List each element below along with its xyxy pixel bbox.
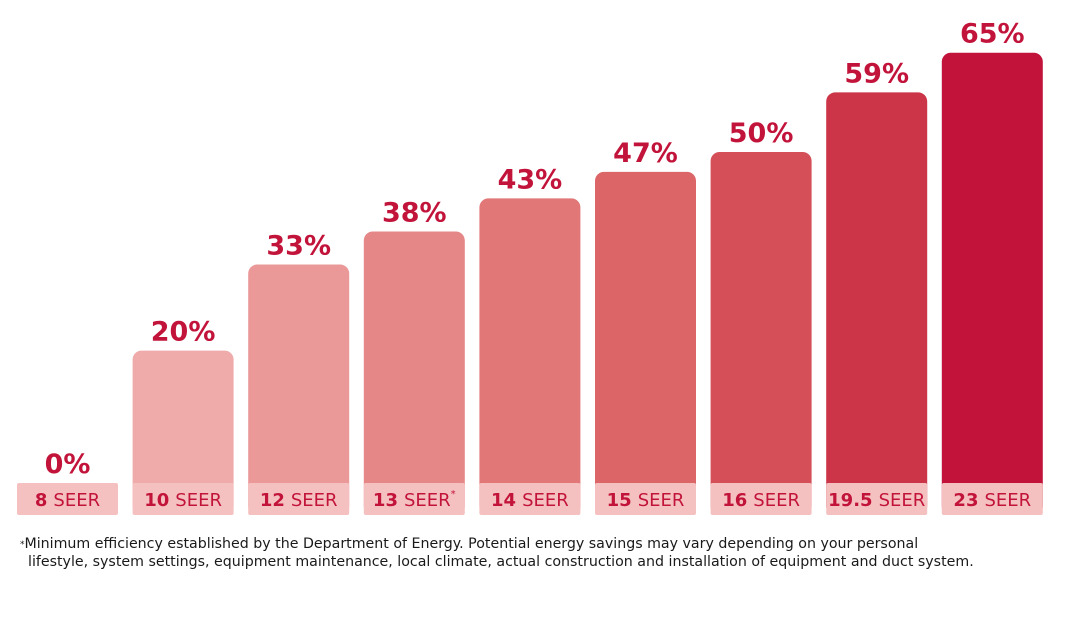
seer-label-number-7: 19.5 <box>828 490 872 511</box>
value-label-0: 0% <box>45 449 91 480</box>
seer-label-unit-0: SEER <box>53 490 100 511</box>
value-label-3: 38% <box>382 197 447 228</box>
seer-label-unit-6: SEER <box>753 490 800 511</box>
seer-label-6: 16 SEER <box>722 490 800 511</box>
footnote-line-1: Minimum efficiency established by the De… <box>24 536 919 552</box>
seer-label-unit-2: SEER <box>291 490 338 511</box>
seer-label-0: 8 SEER <box>35 490 100 511</box>
value-label-6: 50% <box>729 118 794 149</box>
seer-label-number-8: 23 <box>953 490 978 511</box>
seer-label-number-5: 15 <box>607 490 632 511</box>
seer-label-box-1 <box>132 483 234 515</box>
footnote: *Minimum efficiency established by the D… <box>20 535 1065 571</box>
seer-label-8: 23 SEER <box>953 490 1031 511</box>
value-label-7: 59% <box>844 58 909 89</box>
bar-2 <box>248 264 350 515</box>
bar-5 <box>595 171 696 516</box>
seer-label-box-6 <box>710 483 812 515</box>
seer-label-box-3 <box>363 483 465 515</box>
seer-label-number-4: 14 <box>491 490 516 511</box>
seer-label-box-8 <box>941 483 1043 515</box>
seer-label-mark-3: * <box>451 489 456 500</box>
seer-label-number-1: 10 <box>144 490 169 511</box>
bar-8 <box>941 52 1043 515</box>
value-label-5: 47% <box>613 138 678 169</box>
seer-label-unit-3: SEER <box>404 490 451 511</box>
bar-4 <box>479 198 581 515</box>
seer-label-3: 13 SEER* <box>373 489 456 511</box>
seer-label-unit-5: SEER <box>638 490 685 511</box>
bar-3 <box>363 231 465 515</box>
footnote-asterisk: * <box>20 540 25 550</box>
value-label-2: 33% <box>266 231 331 262</box>
seer-label-7: 19.5 SEER <box>828 490 925 511</box>
seer-label-number-3: 13 <box>373 490 398 511</box>
seer-label-5: 15 SEER <box>607 490 685 511</box>
seer-label-1: 10 SEER <box>144 490 222 511</box>
seer-label-unit-8: SEER <box>984 490 1031 511</box>
bar-1 <box>132 350 234 515</box>
seer-label-unit-7: SEER <box>879 490 926 511</box>
value-label-4: 43% <box>498 164 563 195</box>
bar-7 <box>826 92 928 516</box>
seer-label-box-2 <box>248 483 350 515</box>
seer-label-unit-4: SEER <box>522 490 569 511</box>
seer-label-unit-1: SEER <box>175 490 222 511</box>
footnote-line-2: lifestyle, system settings, equipment ma… <box>28 554 974 570</box>
seer-label-box-7 <box>826 483 928 515</box>
seer-label-box-0 <box>17 483 118 515</box>
seer-label-number-0: 8 <box>35 490 48 511</box>
seer-label-box-4 <box>479 483 581 515</box>
seer-label-number-2: 12 <box>260 490 285 511</box>
seer-label-4: 14 SEER <box>491 490 569 511</box>
value-label-1: 20% <box>151 317 216 348</box>
value-label-8: 65% <box>960 19 1025 50</box>
bar-6 <box>710 152 812 515</box>
seer-label-box-5 <box>595 483 696 515</box>
seer-label-2: 12 SEER <box>260 490 338 511</box>
seer-label-number-6: 16 <box>722 490 747 511</box>
